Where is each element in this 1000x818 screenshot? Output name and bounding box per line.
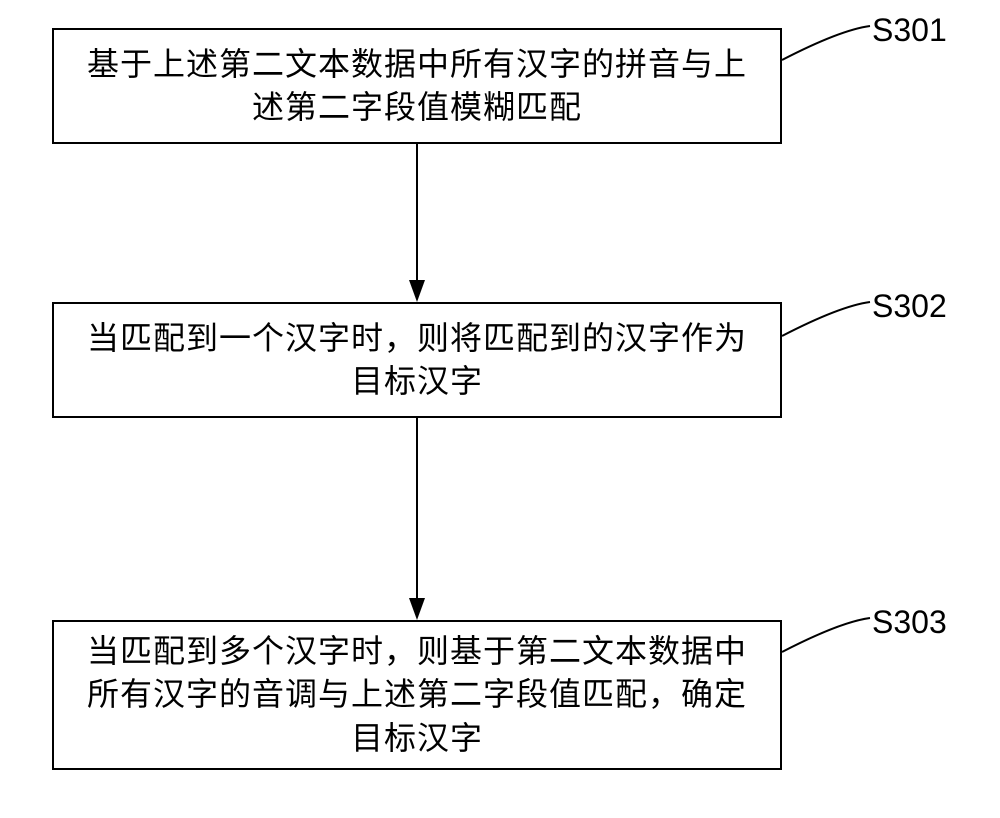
step-label-s302: S302 [872, 288, 947, 325]
flowchart-canvas: 基于上述第二文本数据中所有汉字的拼音与上 述第二字段值模糊匹配 当匹配到一个汉字… [0, 0, 1000, 818]
flow-step-s303: 当匹配到多个汉字时，则基于第二文本数据中 所有汉字的音调与上述第二字段值匹配，确… [52, 620, 782, 770]
step-label-s301: S301 [872, 12, 947, 49]
flow-step-s301-text: 基于上述第二文本数据中所有汉字的拼音与上 述第二字段值模糊匹配 [87, 43, 747, 129]
flow-step-s301: 基于上述第二文本数据中所有汉字的拼音与上 述第二字段值模糊匹配 [52, 28, 782, 144]
flow-step-s302: 当匹配到一个汉字时，则将匹配到的汉字作为 目标汉字 [52, 302, 782, 418]
flow-step-s303-text: 当匹配到多个汉字时，则基于第二文本数据中 所有汉字的音调与上述第二字段值匹配，确… [87, 630, 747, 760]
flow-step-s302-text: 当匹配到一个汉字时，则将匹配到的汉字作为 目标汉字 [87, 317, 747, 403]
step-label-s303: S303 [872, 604, 947, 641]
